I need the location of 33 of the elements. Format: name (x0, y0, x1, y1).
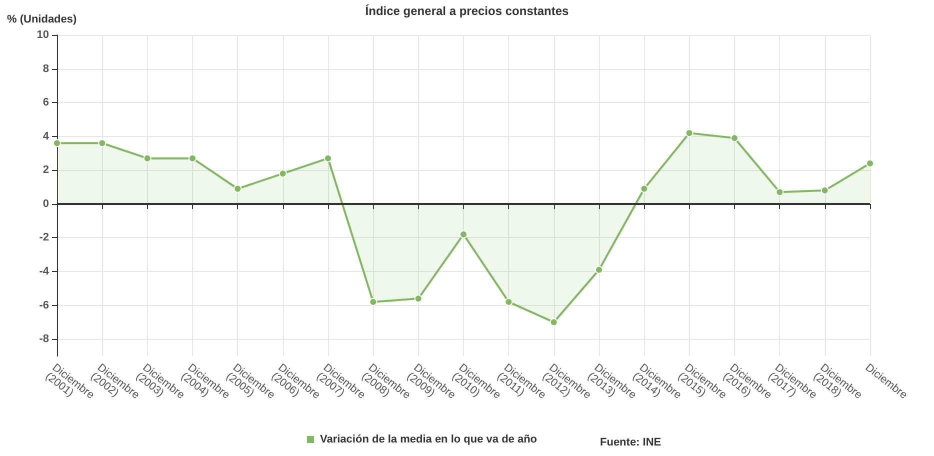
point (188, 154, 196, 162)
point (685, 128, 694, 137)
y-tick-label: 0 (42, 198, 49, 210)
source-note: Fuente: INE (600, 436, 662, 448)
y-tick-label: -6 (39, 299, 49, 312)
y-tick-label: 6 (42, 96, 49, 109)
point (640, 184, 648, 193)
chart-title: Índice general a precios constantes (365, 4, 570, 18)
y-axis-title: % (Unidades) (7, 14, 78, 26)
point (776, 188, 784, 196)
y-tick-label: -4 (39, 266, 50, 278)
y-tick-label: 10 (36, 29, 49, 41)
y-tick-label: -8 (39, 333, 49, 346)
point (504, 298, 513, 306)
point (550, 318, 558, 326)
point (460, 230, 468, 238)
point (278, 170, 287, 178)
point (866, 159, 874, 168)
y-tick-label: 2 (42, 164, 49, 176)
y-tick-label: -2 (39, 232, 49, 244)
legend-label: Variación de la media en lo que va de año (320, 434, 538, 446)
point (414, 294, 422, 303)
point (730, 134, 738, 142)
point (820, 186, 829, 194)
point (143, 154, 152, 162)
point (53, 139, 61, 148)
point (234, 184, 242, 193)
point (98, 139, 106, 148)
y-tick-label: 8 (42, 62, 49, 75)
point (595, 266, 603, 274)
y-tick-label: 4 (42, 130, 50, 142)
point (369, 298, 378, 306)
point (324, 154, 332, 162)
